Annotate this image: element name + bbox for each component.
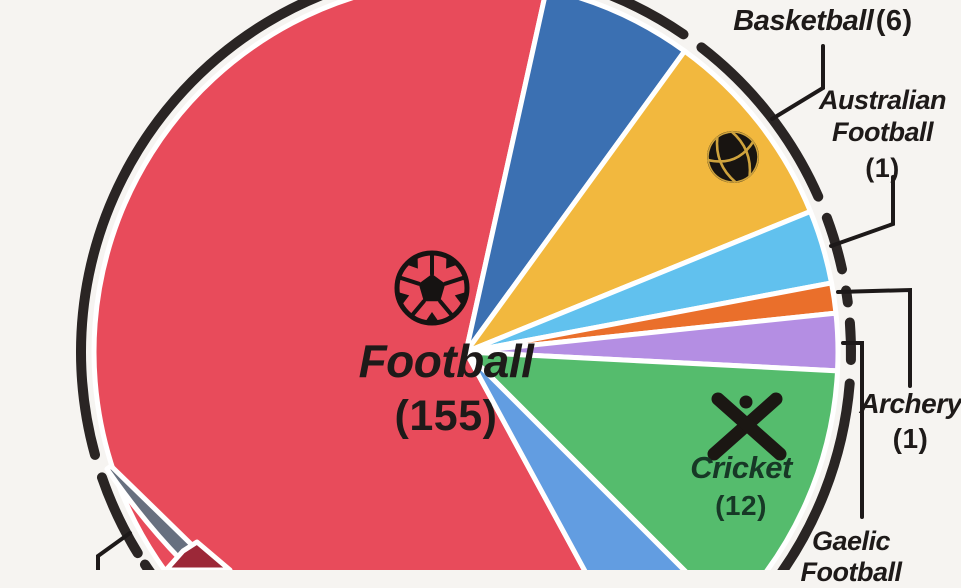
cricket-count: (12)	[715, 489, 767, 521]
ring-arc-unlabeled-sliver	[96, 472, 143, 559]
gaelic-name-line1: Gaelic	[811, 526, 891, 556]
australian-count: (1)	[865, 152, 900, 183]
basketball-leader-line	[770, 44, 825, 121]
ring-arc-unlabeled-top	[608, 0, 689, 40]
cricket-bats-icon	[707, 392, 787, 461]
archery-name: Archery	[859, 388, 961, 419]
football-name: Football	[358, 335, 534, 387]
football-count: (155)	[394, 392, 498, 440]
ring-arc-football	[76, 0, 324, 460]
archery-leader-line	[836, 287, 912, 388]
basketball-name: Basketball	[733, 5, 874, 37]
pie-slice-unlabeled-corner	[163, 539, 233, 570]
soccer-ball-icon	[394, 250, 470, 326]
australian-football-leader-line	[829, 175, 895, 248]
ring-arc-unlabeled-corner	[139, 559, 155, 570]
ring-arc-basketball	[696, 42, 824, 202]
gaelic-football-leader-line	[841, 341, 864, 519]
pie-slice-unlabeled-bottom	[463, 349, 688, 570]
football-label: Football (155)	[306, 338, 586, 438]
basketball-count: (6)	[875, 5, 913, 37]
callout-leader-lines	[96, 44, 912, 570]
australian-name-line2: Football	[832, 117, 933, 148]
pie-slice-football	[91, 0, 588, 570]
australian-football-label: Australian Football (1)	[800, 84, 961, 184]
cricket-label: Cricket (12)	[675, 450, 807, 522]
cricket-name: Cricket	[690, 450, 792, 485]
archery-label: Archery (1)	[853, 388, 961, 455]
gaelic-football-label: Gaelic Football	[795, 526, 907, 588]
cropped-bottom-left-leader-line	[96, 531, 132, 570]
outer-dashed-ring	[76, 0, 856, 570]
basketball-label: Basketball (6)	[723, 5, 923, 38]
ring-arc-cricket	[777, 378, 855, 570]
basketball-icon	[706, 130, 759, 184]
overlay-slivers	[104, 463, 233, 570]
australian-name-line1: Australian	[818, 85, 947, 115]
archery-count: (1)	[892, 423, 929, 455]
pie-slice-unlabeled-top	[463, 0, 688, 355]
pie-slice-basketball	[463, 48, 813, 355]
pie-chart-canvas	[76, 0, 912, 570]
pie-infographic: Basketball (6) Australian Football (1) A…	[76, 0, 961, 587]
gaelic-name-line2: Football	[800, 557, 902, 588]
pie-slices	[91, 0, 841, 570]
